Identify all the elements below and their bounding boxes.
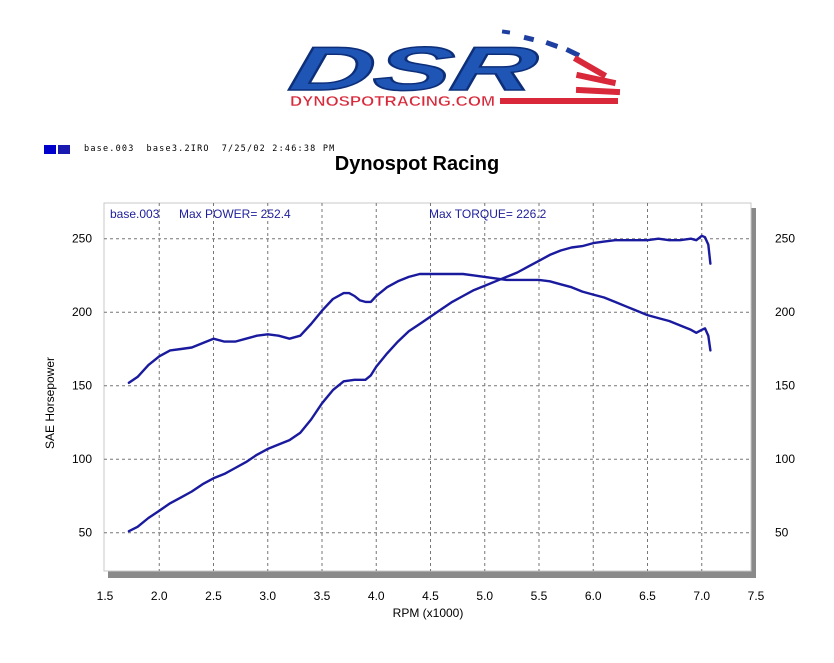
x-tick-label: 5.5 bbox=[531, 589, 548, 603]
x-tick-label: 2.5 bbox=[205, 589, 222, 603]
svg-text:DSR: DSR bbox=[284, 35, 544, 104]
series-line-power bbox=[127, 234, 712, 533]
y-tick-label-right: 250 bbox=[775, 232, 795, 246]
x-tick-label: 5.0 bbox=[476, 589, 493, 603]
y-tick-label-right: 200 bbox=[775, 305, 795, 319]
run-swatch bbox=[44, 144, 56, 154]
annotation-max-power: Max POWER= 252.4 bbox=[179, 207, 291, 221]
plot-shadow-right bbox=[750, 208, 756, 578]
x-tick-label: 1.5 bbox=[97, 589, 114, 603]
plot-area bbox=[103, 202, 752, 572]
run-file: base3.2IRO bbox=[146, 144, 210, 154]
x-tick-label: 7.0 bbox=[693, 589, 710, 603]
x-tick-label: 4.5 bbox=[422, 589, 439, 603]
series-line-torque bbox=[127, 272, 712, 384]
y-axis-label: SAE Horsepower bbox=[43, 357, 57, 449]
x-tick-label: 6.5 bbox=[639, 589, 656, 603]
run-datetime: 7/25/02 2:46:38 PM bbox=[221, 144, 336, 154]
annotation-max-torque: Max TORQUE= 226.2 bbox=[429, 207, 547, 221]
x-tick-label: 3.0 bbox=[259, 589, 276, 603]
run-swatch bbox=[58, 144, 70, 154]
series-group bbox=[127, 234, 712, 533]
x-ticks: 1.5 2.0 2.5 3.0 3.5 4.0 4.5 5.0 5.5 6.0 6.5 7.0 7.5 bbox=[97, 589, 765, 603]
x-tick-label: 3.5 bbox=[314, 589, 331, 603]
run-legend: base.003 base3.2IRO 7/25/02 2:46:38 PM bbox=[44, 143, 347, 155]
y-tick-label-right: 100 bbox=[775, 452, 795, 466]
annotation-run: base.003 bbox=[110, 207, 160, 221]
run-name: base.003 bbox=[84, 144, 135, 154]
y-ticks-right: 50 100 150 200 250 bbox=[775, 232, 795, 540]
y-tick-label-left: 100 bbox=[72, 452, 92, 466]
x-tick-label: 2.0 bbox=[151, 589, 168, 603]
y-tick-label-left: 200 bbox=[72, 305, 92, 319]
x-tick-label: 7.5 bbox=[748, 589, 765, 603]
x-tick-label: 4.0 bbox=[368, 589, 385, 603]
chart-title: Dynospot Racing bbox=[334, 153, 500, 175]
y-tick-label-right: 150 bbox=[775, 379, 795, 393]
x-tick-label: 6.0 bbox=[585, 589, 602, 603]
x-axis-label: RPM (x1000) bbox=[393, 606, 464, 620]
dsr-logo: DSR DYNOSPOTRACING.COM bbox=[283, 29, 621, 110]
svg-text:DYNOSPOTRACING.COM: DYNOSPOTRACING.COM bbox=[290, 93, 495, 110]
plot-shadow-bottom bbox=[108, 570, 756, 578]
y-tick-label-left: 250 bbox=[72, 232, 92, 246]
y-tick-label-left: 150 bbox=[72, 379, 92, 393]
y-tick-label-right: 50 bbox=[775, 526, 789, 540]
y-tick-label-left: 50 bbox=[79, 526, 93, 540]
y-ticks-left: 50 100 150 200 250 bbox=[72, 232, 92, 540]
